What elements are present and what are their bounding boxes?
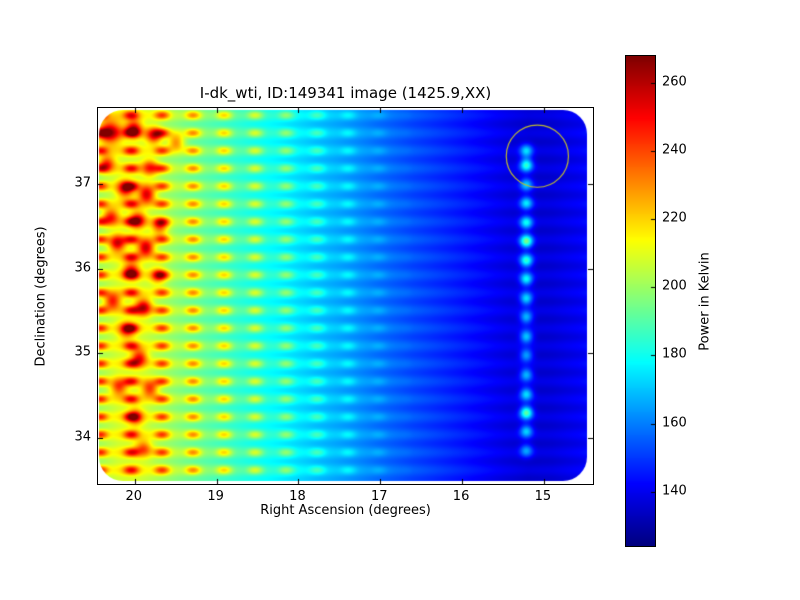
colorbar-label: Power in Kelvin xyxy=(692,55,718,547)
colorbar-tick-label: 260 xyxy=(662,74,687,90)
x-tick-label: 19 xyxy=(207,489,224,504)
x-tick-label: 20 xyxy=(125,489,143,504)
chart-title: I-dk_wti, ID:149341 image (1425.9,XX) xyxy=(199,84,492,102)
colorbar-tick-label: 140 xyxy=(662,483,687,499)
colorbar-tick-label: 180 xyxy=(662,346,687,362)
y-tick-label: 36 xyxy=(74,260,91,276)
colorbar xyxy=(625,55,656,547)
colorbar-label-text: Power in Kelvin xyxy=(697,251,713,351)
x-tick-label: 18 xyxy=(289,489,306,504)
x-tick-label: 17 xyxy=(370,489,388,504)
y-axis-label-text: Declination (degrees) xyxy=(33,225,49,367)
x-tick-label: 15 xyxy=(534,489,552,504)
colorbar-tick-label: 220 xyxy=(662,210,687,226)
colorbar-tick-label: 240 xyxy=(662,142,687,158)
colorbar-tick-label: 160 xyxy=(662,415,687,430)
x-axis-label: Right Ascension (degrees) xyxy=(260,503,431,518)
colorbar-tick-label: 200 xyxy=(662,278,687,294)
colorbar-canvas xyxy=(626,56,655,546)
plot-area xyxy=(97,107,594,485)
y-axis-label: Declination (degrees) xyxy=(28,107,54,485)
x-tick-label: 16 xyxy=(452,489,470,504)
y-tick-label: 34 xyxy=(74,429,91,445)
y-tick-label: 35 xyxy=(74,344,91,360)
heatmap-canvas xyxy=(98,108,593,484)
y-tick-label: 37 xyxy=(74,175,91,191)
